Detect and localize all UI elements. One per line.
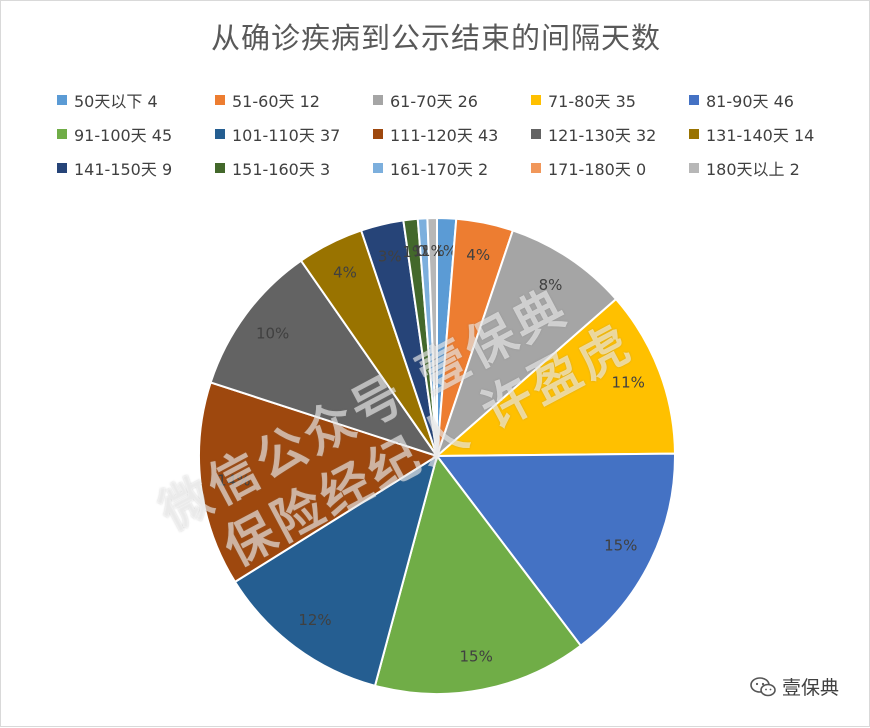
legend-label: 50天以下 4 bbox=[74, 92, 158, 111]
slice-data-label: 1% bbox=[433, 242, 457, 260]
legend-swatch bbox=[57, 95, 67, 105]
legend-label: 141-150天 9 bbox=[74, 160, 173, 179]
legend-label: 171-180天 0 bbox=[548, 160, 647, 179]
slice-data-label: 15% bbox=[604, 537, 637, 555]
legend-swatch bbox=[373, 163, 383, 173]
pie-slice bbox=[198, 381, 440, 584]
pie-slice bbox=[426, 216, 438, 457]
legend-label: 101-110天 37 bbox=[232, 126, 341, 145]
pie-slice bbox=[233, 453, 439, 688]
wechat-icon bbox=[750, 676, 776, 696]
legend-swatch bbox=[689, 95, 699, 105]
legend-swatch bbox=[689, 163, 699, 173]
legend-item: 81-90天 46 bbox=[689, 89, 847, 111]
pie-slice bbox=[434, 297, 677, 458]
legend-swatch bbox=[531, 163, 541, 173]
legend-item: 161-170天 2 bbox=[373, 157, 531, 179]
legend-item: 180天以上 2 bbox=[689, 157, 847, 179]
pie-slice bbox=[434, 229, 618, 460]
legend-item: 51-60天 12 bbox=[215, 89, 373, 111]
legend-label: 81-90天 46 bbox=[706, 92, 794, 111]
legend-swatch bbox=[57, 163, 67, 173]
legend-label: 71-80天 35 bbox=[548, 92, 636, 111]
slice-data-label: 15% bbox=[459, 647, 492, 665]
legend-swatch bbox=[689, 129, 699, 139]
pie-slice bbox=[435, 452, 676, 648]
legend-label: 161-170天 2 bbox=[390, 160, 489, 179]
slice-data-label: 3% bbox=[378, 247, 402, 265]
legend-label: 51-60天 12 bbox=[232, 92, 320, 111]
legend-label: 121-130天 32 bbox=[548, 126, 657, 145]
pie-slice bbox=[373, 453, 583, 696]
legend-swatch bbox=[215, 163, 225, 173]
legend-label: 111-120天 43 bbox=[390, 126, 499, 145]
legend-item: 131-140天 14 bbox=[689, 123, 847, 145]
brand-name: 壹保典 bbox=[781, 677, 839, 699]
legend-item: 151-160天 3 bbox=[215, 157, 373, 179]
legend-item: 111-120天 43 bbox=[373, 123, 531, 145]
legend-item: 101-110天 37 bbox=[215, 123, 373, 145]
legend-swatch bbox=[215, 129, 225, 139]
brand-badge: 壹保典 bbox=[750, 673, 839, 700]
legend-swatch bbox=[215, 95, 225, 105]
slice-data-label: 1% bbox=[421, 242, 445, 260]
pie-slice bbox=[209, 259, 440, 458]
legend-item: 141-150天 9 bbox=[57, 157, 215, 179]
chart-title: 从确诊疾病到公示结束的间隔天数 bbox=[210, 21, 661, 55]
legend-item: 91-100天 45 bbox=[57, 123, 215, 145]
legend-label: 61-70天 26 bbox=[390, 92, 478, 111]
slice-data-label: 4% bbox=[466, 246, 490, 264]
legend-label: 131-140天 14 bbox=[706, 126, 815, 145]
legend-item: 50天以下 4 bbox=[57, 89, 215, 111]
legend-item: 121-130天 32 bbox=[531, 123, 689, 145]
legend-label: 180天以上 2 bbox=[706, 160, 800, 179]
legend-label: 91-100天 45 bbox=[74, 126, 173, 145]
chart-legend: 50天以下 4 51-60天 12 61-70天 26 71-80天 35 81-90天… bbox=[57, 89, 847, 179]
slice-data-label: 8% bbox=[539, 276, 563, 294]
legend-swatch bbox=[373, 129, 383, 139]
legend-swatch bbox=[531, 129, 541, 139]
slice-data-label: 12% bbox=[298, 611, 331, 629]
legend-swatch bbox=[57, 129, 67, 139]
legend-item: 171-180天 0 bbox=[531, 157, 689, 179]
legend-swatch bbox=[531, 95, 541, 105]
legend-swatch bbox=[373, 95, 383, 105]
slice-data-label: 14% bbox=[217, 471, 250, 489]
legend-item: 71-80天 35 bbox=[531, 89, 689, 111]
slice-data-label: 10% bbox=[256, 325, 289, 343]
slice-data-label: 4% bbox=[333, 264, 357, 282]
legend-label: 151-160天 3 bbox=[232, 160, 331, 179]
legend-item: 61-70天 26 bbox=[373, 89, 531, 111]
slice-data-label: 11% bbox=[612, 373, 645, 391]
